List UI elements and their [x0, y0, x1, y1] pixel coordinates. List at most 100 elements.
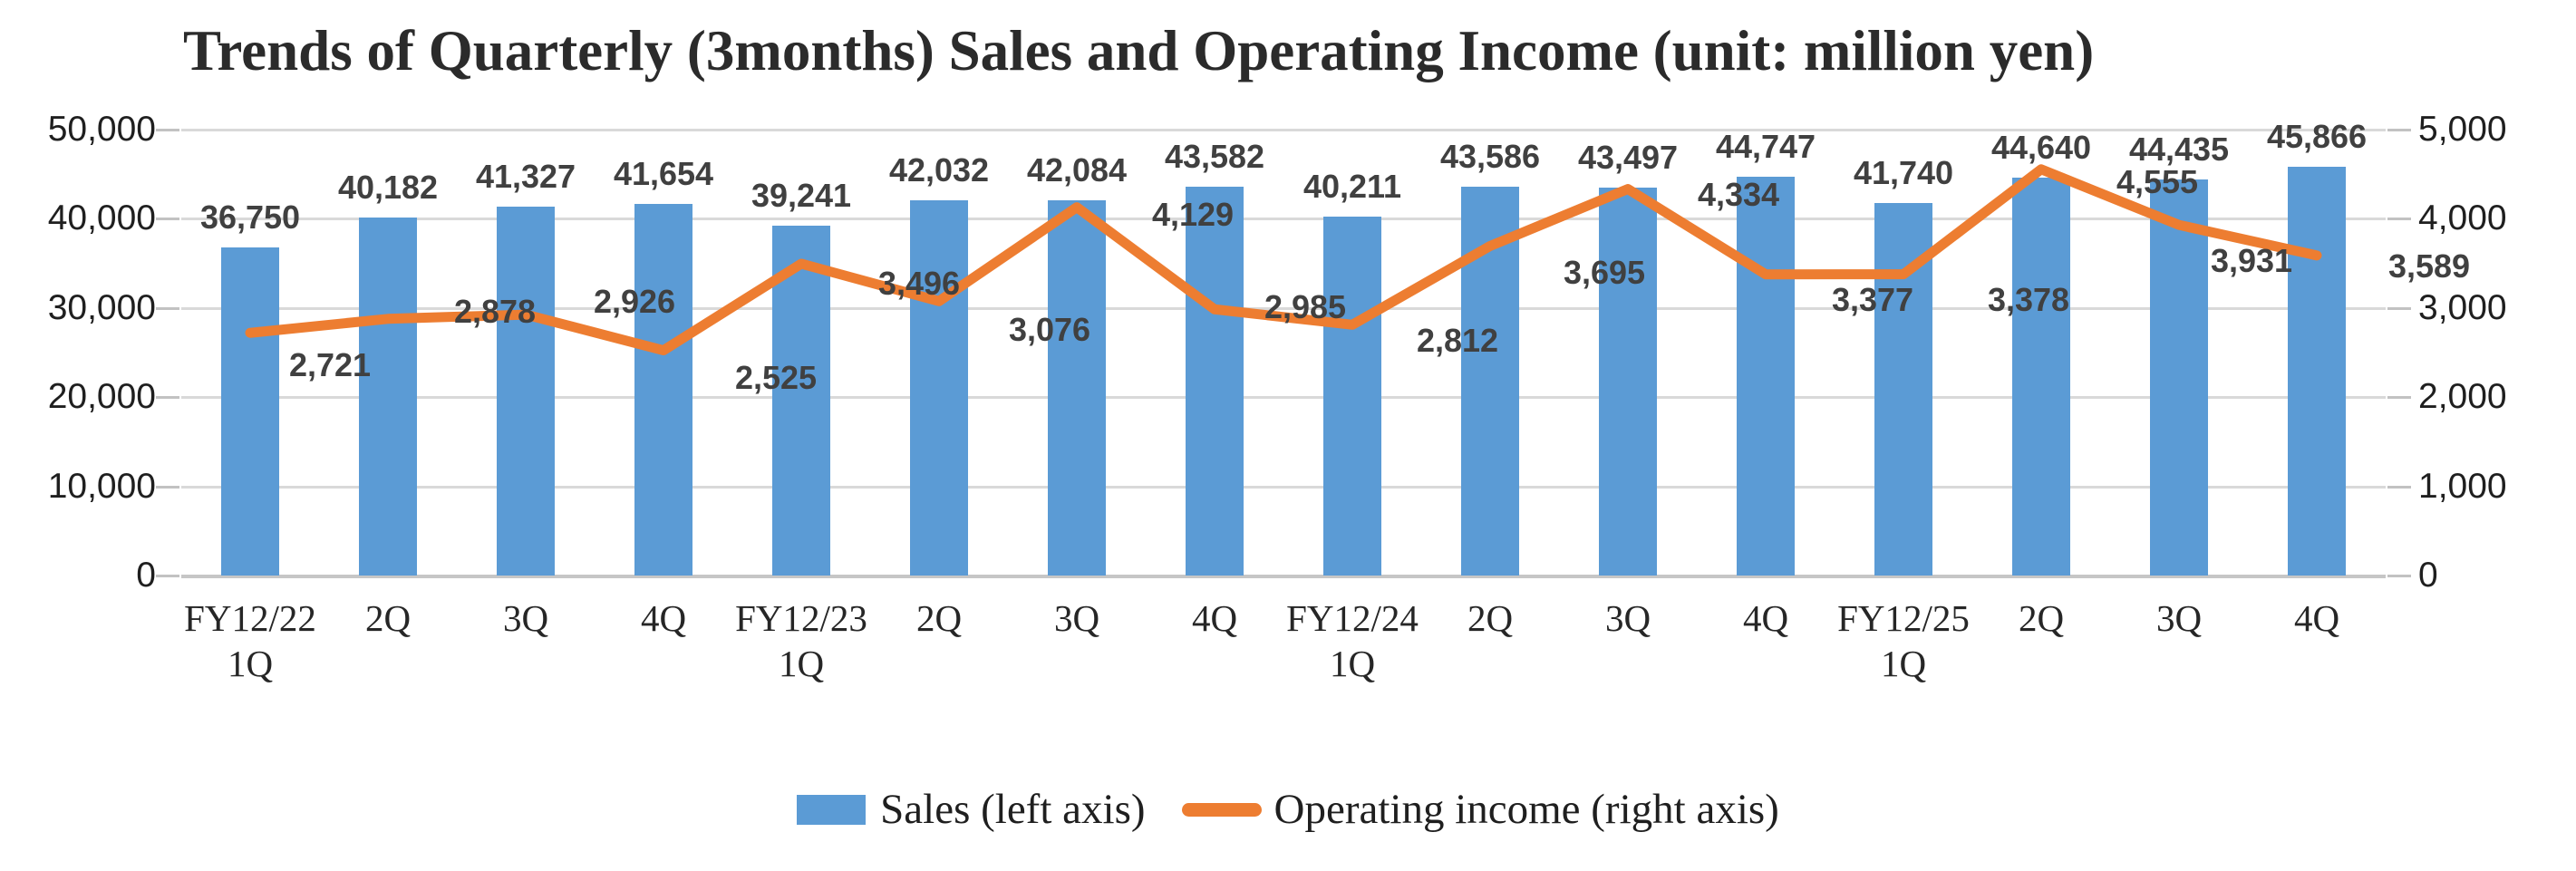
x-axis-label: 2Q: [915, 597, 963, 639]
sales-data-label: 42,032: [888, 151, 990, 189]
operating-income-data-label: 3,496: [877, 264, 961, 302]
sales-data-label: 44,435: [2128, 130, 2230, 168]
operating-income-data-label: 3,589: [2387, 247, 2471, 285]
operating-income-data-label: 3,378: [1987, 280, 2070, 318]
left-axis-tick-label: 40,000: [47, 198, 156, 238]
x-axis-label: 2Q: [2018, 597, 2065, 639]
x-axis-label: FY12/24 1Q: [1286, 597, 1419, 684]
sales-data-label: 45,866: [2266, 117, 2368, 155]
left-axis-tick-label: 20,000: [47, 377, 156, 417]
sales-data-label: 42,084: [1026, 150, 1128, 189]
sales-data-label: 40,211: [1303, 168, 1402, 206]
legend-label-sales: Sales (left axis): [880, 786, 1146, 833]
operating-income-data-label: 4,334: [1697, 175, 1780, 213]
operating-income-data-label: 3,377: [1831, 280, 1914, 318]
sales-bar: [1599, 187, 1657, 576]
x-axis-label: 3Q: [1053, 597, 1100, 639]
sales-data-label: 36,750: [199, 198, 301, 237]
left-axis-tick-label: 0: [136, 556, 156, 595]
left-axis-tick-label: 30,000: [47, 287, 156, 327]
right-axis-tick: [2387, 575, 2411, 577]
x-axis-label: 4Q: [1191, 597, 1238, 639]
sales-bar: [2288, 166, 2346, 576]
sales-data-label: 41,327: [475, 158, 576, 196]
operating-income-data-label: 3,931: [2210, 242, 2293, 280]
sales-bar: [1186, 187, 1244, 576]
right-axis-tick-label: 0: [2418, 556, 2438, 595]
right-axis-tick: [2387, 485, 2411, 489]
operating-income-data-label: 4,129: [1151, 195, 1235, 233]
left-axis-tick: [156, 575, 179, 577]
sales-data-label: 40,182: [337, 168, 439, 206]
operating-income-data-label: 2,721: [288, 346, 372, 384]
right-axis-tick: [2387, 396, 2411, 400]
operating-income-data-label: 2,985: [1264, 288, 1347, 326]
operating-income-data-label: 2,878: [453, 292, 537, 330]
sales-bar: [1737, 176, 1795, 576]
x-axis-line: [181, 575, 2386, 578]
x-axis-label: 2Q: [1467, 597, 1514, 639]
x-axis-label: FY12/25 1Q: [1837, 597, 1970, 684]
right-axis-tick-label: 5,000: [2418, 110, 2507, 149]
operating-income-data-label: 2,812: [1416, 322, 1499, 360]
x-axis-label: 4Q: [2293, 597, 2340, 639]
left-axis-tick: [156, 129, 179, 131]
right-axis-tick: [2387, 129, 2411, 131]
x-axis-label: 3Q: [502, 597, 549, 639]
sales-bar: [1323, 217, 1381, 576]
right-axis-tick-label: 4,000: [2418, 198, 2507, 238]
sales-data-label: 41,740: [1853, 154, 1954, 192]
sales-data-label: 41,654: [613, 155, 714, 193]
sales-bar: [910, 200, 968, 576]
sales-data-label: 43,586: [1439, 138, 1541, 176]
sales-swatch-icon: [797, 794, 867, 825]
sales-bar: [359, 217, 417, 576]
operating-income-swatch-icon: [1181, 802, 1262, 817]
sales-data-label: 43,497: [1577, 138, 1679, 176]
chart-title: Trends of Quarterly (3months) Sales and …: [183, 19, 2095, 82]
sales-bar: [1461, 187, 1519, 576]
operating-income-data-label: 3,076: [1008, 311, 1091, 349]
x-axis-label: 3Q: [1604, 597, 1651, 639]
left-axis-tick: [156, 485, 179, 489]
operating-income-data-label: 2,926: [593, 283, 676, 321]
left-axis-tick: [156, 218, 179, 221]
sales-bar: [221, 247, 279, 576]
sales-data-label: 44,640: [1990, 128, 2092, 166]
gridline: [181, 485, 2386, 489]
x-axis-label: 4Q: [640, 597, 687, 639]
right-axis-tick-label: 2,000: [2418, 377, 2507, 417]
sales-bar: [2150, 179, 2208, 576]
sales-data-label: 39,241: [751, 176, 852, 214]
sales-bar: [497, 207, 555, 576]
sales-bar: [634, 204, 692, 576]
x-axis-label: 3Q: [2155, 597, 2203, 639]
x-axis-label: FY12/23 1Q: [735, 597, 867, 684]
legend-label-operating-income: Operating income (right axis): [1273, 786, 1779, 833]
sales-bar: [772, 225, 830, 576]
sales-bar: [2012, 177, 2070, 576]
sales-data-label: 43,582: [1164, 138, 1265, 176]
legend-item-sales: Sales (left axis): [797, 785, 1146, 834]
operating-income-data-label: 2,525: [734, 358, 818, 396]
left-axis-tick: [156, 396, 179, 400]
x-axis-label: 4Q: [1742, 597, 1789, 639]
sales-data-label: 44,747: [1715, 127, 1816, 165]
x-axis-label: 2Q: [364, 597, 412, 639]
sales-bar: [1048, 199, 1106, 576]
right-axis-tick: [2387, 306, 2411, 310]
gridline: [181, 129, 2386, 131]
gridline: [181, 396, 2386, 400]
left-axis-tick: [156, 306, 179, 310]
operating-income-data-label: 4,555: [2116, 162, 2199, 200]
right-axis-tick-label: 1,000: [2418, 466, 2507, 506]
x-axis-label: FY12/22 1Q: [184, 597, 316, 684]
left-axis-tick-label: 50,000: [47, 110, 156, 149]
legend-item-operating-income: Operating income (right axis): [1181, 785, 1779, 834]
left-axis-tick-label: 10,000: [47, 466, 156, 506]
right-axis-tick-label: 3,000: [2418, 287, 2507, 327]
sales-bar: [1874, 203, 1932, 576]
operating-income-data-label: 3,695: [1563, 254, 1646, 292]
chart-legend: Sales (left axis) Operating income (righ…: [0, 785, 2576, 834]
